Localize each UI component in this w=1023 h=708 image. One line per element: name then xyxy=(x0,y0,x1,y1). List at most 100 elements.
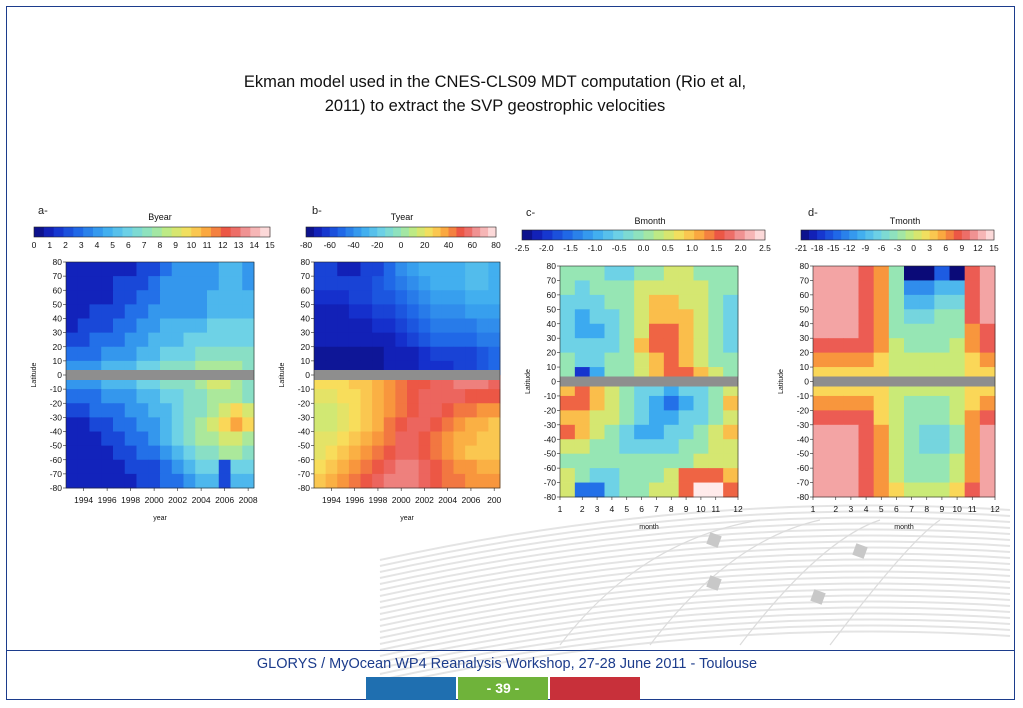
heatmap-cell xyxy=(441,346,454,362)
heatmap-cell xyxy=(314,304,327,319)
y-tick-label: 50 xyxy=(800,304,810,314)
colorbar-segment xyxy=(849,230,858,240)
heatmap-cell xyxy=(488,389,501,404)
heatmap-cell xyxy=(242,332,255,348)
colorbar-tick-label: 2.0 xyxy=(735,243,747,253)
heatmap-cell xyxy=(934,352,950,368)
heatmap-cell xyxy=(723,352,739,368)
heatmap-cell xyxy=(430,431,443,447)
heatmap-cell xyxy=(124,276,137,291)
heatmap-cell xyxy=(101,417,114,432)
heatmap-cell xyxy=(218,417,231,432)
heatmap-cell xyxy=(723,410,739,426)
heatmap-cell xyxy=(934,266,950,281)
heatmap-cell xyxy=(723,280,739,296)
heatmap-cell xyxy=(124,459,137,475)
heatmap-cell xyxy=(124,417,137,432)
heatmap-cell xyxy=(160,276,173,291)
footer-text: GLORYS / MyOcean WP4 Reanalysis Workshop… xyxy=(256,656,758,672)
heatmap-cell xyxy=(183,417,196,432)
heatmap-cell xyxy=(148,346,161,362)
bg-line xyxy=(379,564,1011,621)
colorbar-segment xyxy=(432,227,442,237)
heatmap-cell xyxy=(919,338,935,354)
heatmap-cell xyxy=(843,410,859,426)
y-tick-label: 80 xyxy=(301,257,311,267)
heatmap-cell xyxy=(418,276,431,291)
heatmap-cell xyxy=(843,323,859,339)
heatmap-cell xyxy=(488,403,501,418)
heatmap-cell xyxy=(964,453,981,469)
heatmap-cell xyxy=(663,468,680,483)
heatmap-cell xyxy=(230,290,243,305)
heatmap-cell xyxy=(813,439,829,455)
colorbar-tick-label: 0.0 xyxy=(638,243,650,253)
heatmap-cell xyxy=(843,482,859,498)
heatmap-cell xyxy=(904,266,920,281)
heatmap-cell xyxy=(634,352,650,368)
heatmap-cell xyxy=(708,410,724,426)
heatmap-cell xyxy=(934,309,950,325)
heatmap-cell xyxy=(148,473,161,489)
heatmap-cell xyxy=(183,262,196,277)
heatmap-cell xyxy=(663,439,680,455)
heatmap-cell xyxy=(230,389,243,404)
heatmap-cell xyxy=(418,389,431,404)
heatmap-cell xyxy=(649,395,665,411)
heatmap-cell xyxy=(89,403,102,418)
heatmap-cell xyxy=(904,395,920,411)
heatmap-cell xyxy=(314,431,327,447)
x-tick-label: 10 xyxy=(696,504,706,514)
heatmap-cell xyxy=(964,309,981,325)
y-tick-label: 20 xyxy=(53,342,63,352)
heatmap-cell xyxy=(407,389,420,404)
heatmap-cell xyxy=(919,352,935,368)
heatmap-cell xyxy=(207,417,220,432)
heatmap-cell xyxy=(589,294,605,310)
colorbar-tick-label: 4 xyxy=(95,240,100,250)
heatmap-cell xyxy=(813,395,829,411)
heatmap-cell xyxy=(441,431,454,447)
heatmap-cell xyxy=(136,332,149,348)
heatmap-cell xyxy=(693,424,709,440)
heatmap-cell xyxy=(919,439,935,455)
heatmap-cell xyxy=(708,323,724,339)
heatmap-cell xyxy=(207,459,220,475)
heatmap-cell xyxy=(979,395,996,411)
heatmap-cell xyxy=(348,304,361,319)
heatmap-cell xyxy=(430,403,443,418)
colorbar-segment xyxy=(921,230,931,240)
heatmap-cell xyxy=(77,403,90,418)
heatmap-cell xyxy=(124,318,137,334)
x-tick-label: 5 xyxy=(624,504,629,514)
heatmap-cell xyxy=(136,290,149,305)
heatmap-cell xyxy=(171,473,184,489)
colorbar-tick-label: 11 xyxy=(203,240,212,250)
heatmap-cell xyxy=(828,482,844,498)
heatmap-cell xyxy=(407,473,420,489)
heatmap-cell xyxy=(113,473,126,489)
heatmap-cell xyxy=(964,395,981,411)
panel-label: b- xyxy=(312,205,322,217)
heatmap-cell xyxy=(589,323,605,339)
heatmap-cell xyxy=(453,346,466,362)
heatmap-cell xyxy=(360,346,373,362)
heatmap-cell xyxy=(979,323,996,339)
colorbar-segment xyxy=(714,230,725,240)
colorbar-segment xyxy=(464,227,473,237)
heatmap-cell xyxy=(407,304,420,319)
heatmap-cell xyxy=(66,290,79,305)
heatmap-cell xyxy=(678,294,694,310)
heatmap-cell xyxy=(314,389,327,404)
x-axis-label: year xyxy=(400,515,414,522)
heatmap-cell xyxy=(813,280,829,296)
heatmap-cell xyxy=(195,304,208,319)
heatmap-cell xyxy=(873,338,890,354)
colorbar-segment xyxy=(63,227,74,237)
colorbar-frame xyxy=(800,229,995,241)
colorbar-tick-label: 1 xyxy=(47,240,52,250)
y-tick-label: -80 xyxy=(544,492,557,502)
heatmap-cell xyxy=(843,424,859,440)
